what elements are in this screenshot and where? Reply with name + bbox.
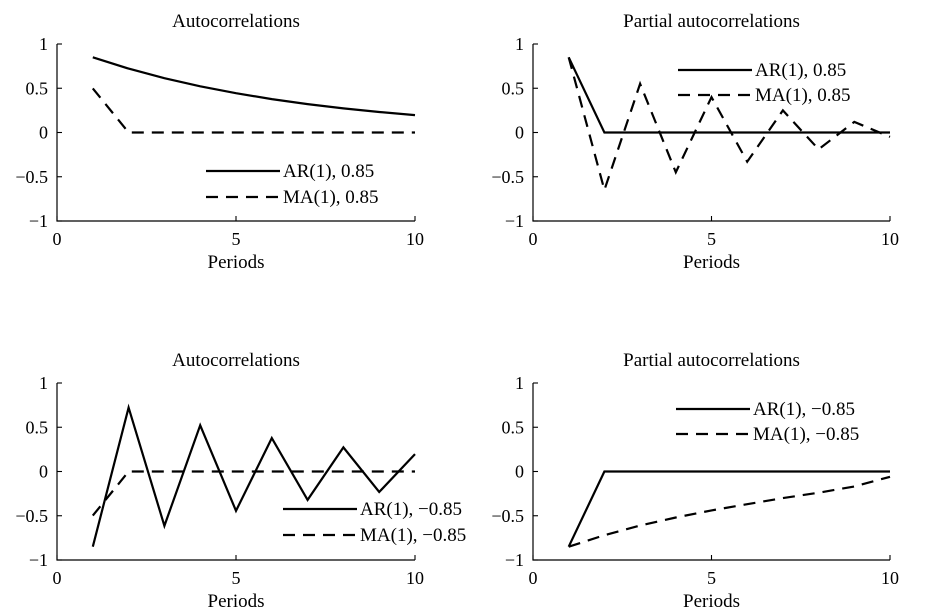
legend: AR(1), 0.85 MA(1), 0.85: [678, 60, 851, 106]
x-tick-label: 0: [529, 229, 538, 249]
x-tick-label: 10: [406, 229, 424, 249]
y-tick-label: 1: [515, 34, 524, 54]
x-tick-label: 10: [406, 568, 424, 588]
series-line-ar1: [567, 470, 890, 548]
x-tick-label: 0: [53, 568, 62, 588]
y-tick-label: −1: [505, 550, 524, 570]
y-tick-label: 0: [39, 123, 48, 143]
y-tick-label: 0: [39, 462, 48, 482]
y-tick-label: 0.5: [502, 417, 525, 437]
chart-title: Autocorrelations: [172, 350, 300, 371]
y-tick-label: −0.5: [15, 506, 48, 526]
legend: AR(1), 0.85 MA(1), 0.85: [206, 161, 379, 208]
series-line-ar1: [92, 56, 416, 117]
series-line-ma1: [567, 57, 891, 194]
legend-label-ar1: AR(1), 0.85: [283, 161, 374, 182]
y-tick-label: −1: [29, 550, 48, 570]
y-tick-label: 1: [39, 373, 48, 393]
y-tick-label: 1: [39, 34, 48, 54]
x-axis-label: Periods: [683, 591, 740, 612]
y-tick-label: −0.5: [491, 506, 524, 526]
x-axis-label: Periods: [208, 252, 265, 273]
series-line-ma1: [91, 470, 415, 517]
series-line-ma1: [91, 87, 415, 134]
legend-label-ar1: AR(1), −0.85: [753, 399, 855, 420]
legend: AR(1), −0.85 MA(1), −0.85: [283, 499, 466, 546]
y-tick-label: −0.5: [15, 167, 48, 187]
y-tick-label: −0.5: [491, 167, 524, 187]
series-line-ma1: [568, 475, 891, 548]
x-axis-label: Periods: [208, 591, 265, 612]
y-tick-label: 0.5: [26, 78, 49, 98]
legend-label-ma1: MA(1), −0.85: [753, 424, 859, 445]
chart-title: Autocorrelations: [172, 11, 300, 32]
x-axis-label: Periods: [683, 252, 740, 273]
legend-label-ma1: MA(1), 0.85: [283, 187, 379, 208]
x-tick-label: 10: [881, 229, 899, 249]
y-tick-label: 0.5: [502, 78, 525, 98]
x-tick-label: 5: [707, 229, 716, 249]
legend: AR(1), −0.85 MA(1), −0.85: [676, 399, 859, 445]
y-tick-label: 0: [515, 123, 524, 143]
y-tick-label: 0.5: [26, 417, 49, 437]
x-tick-label: 5: [232, 568, 241, 588]
legend-label-ma1: MA(1), 0.85: [755, 85, 851, 106]
series-line-ar1: [91, 403, 416, 547]
x-tick-label: 10: [881, 568, 899, 588]
chart-title: Partial autocorrelations: [623, 11, 800, 32]
chart-title: Partial autocorrelations: [623, 350, 800, 371]
x-tick-label: 5: [232, 229, 241, 249]
y-tick-label: −1: [505, 211, 524, 231]
series-line-ar1: [567, 56, 890, 134]
x-tick-label: 0: [53, 229, 62, 249]
legend-label-ar1: AR(1), 0.85: [755, 60, 846, 81]
y-tick-label: 0: [515, 462, 524, 482]
legend-label-ma1: MA(1), −0.85: [360, 525, 466, 546]
x-tick-label: 5: [707, 568, 716, 588]
x-tick-label: 0: [529, 568, 538, 588]
legend-label-ar1: AR(1), −0.85: [360, 499, 462, 520]
y-tick-label: 1: [515, 373, 524, 393]
y-tick-label: −1: [29, 211, 48, 231]
